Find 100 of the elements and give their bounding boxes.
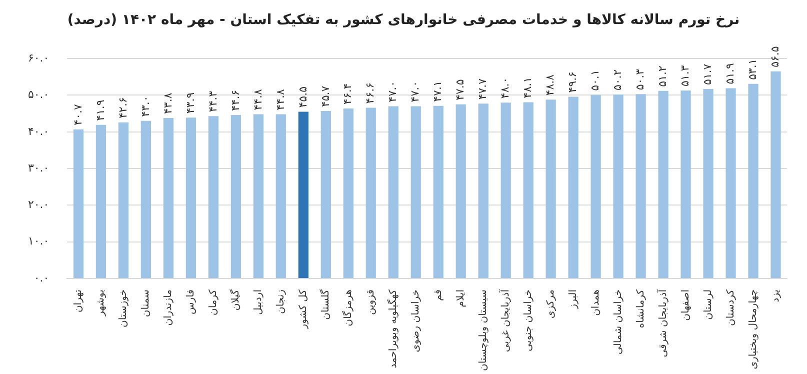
data-label: ۵۱.۳ [678, 65, 692, 86]
x-tick-label: سمنان [140, 289, 152, 318]
data-label: ۴۴.۳ [206, 90, 220, 112]
x-tick-label: اصفهان [680, 289, 692, 321]
bar [320, 111, 331, 278]
y-tick-label: ۳۰.۰ [28, 161, 50, 174]
x-tick-label: مازندران [163, 289, 174, 326]
data-label: ۵۱.۹ [724, 62, 737, 84]
y-tick-label: ۱۰.۰ [28, 234, 50, 248]
data-label: ۴۵.۵ [296, 86, 310, 108]
bar [140, 120, 152, 278]
data-label: ۴۶.۴ [341, 83, 354, 104]
data-label: ۴۸.۱ [521, 76, 534, 98]
data-label: ۴۷.۱ [431, 80, 444, 102]
data-label: ۴۳.۸ [161, 92, 174, 114]
data-label: ۵۱.۷ [701, 64, 714, 86]
y-tick-label: ۶۰.۰ [28, 51, 50, 64]
chart-title: نرخ تورم سالانه کالاها و خدمات مصرفی خانوارهای کشور به تفکیک استان - مهر ماه ۱۴۰۲ (درصد) [66, 11, 741, 30]
bar [636, 94, 646, 278]
x-tick-label: قم [432, 289, 444, 301]
bar [343, 108, 354, 278]
x-tick-label: لرستان [702, 289, 714, 320]
data-label: ۴۲.۶ [116, 97, 130, 118]
bar [523, 102, 534, 278]
y-tick-label: ۲۰.۰ [28, 198, 50, 212]
data-label: ۴۳.۰ [138, 96, 152, 117]
bar [298, 112, 308, 278]
x-tick-label: گلستان [319, 289, 332, 320]
bar [703, 89, 714, 278]
data-label: ۵۳.۱ [746, 58, 760, 80]
data-label: ۴۰.۷ [71, 104, 84, 126]
x-tick-label: ایلام [455, 289, 466, 308]
data-label: ۴۷.۰ [408, 81, 422, 102]
bar [253, 114, 264, 278]
bar [770, 71, 781, 278]
x-tick-label: زنجان [276, 289, 286, 314]
data-label: ۴۶.۶ [364, 82, 377, 104]
bar [658, 90, 668, 278]
data-label: ۴۱.۹ [94, 100, 107, 121]
bar [478, 104, 488, 278]
x-tick-label: کرمان [208, 289, 220, 316]
bar [208, 116, 218, 278]
x-tick-label: همدان [590, 289, 602, 316]
data-label: ۴۸.۰ [498, 77, 512, 99]
x-tick-label: کردستان [725, 289, 736, 326]
bar [118, 122, 129, 278]
x-tick-label: بوشهر [96, 289, 107, 317]
x-tick-label: گیلان [230, 289, 242, 311]
x-tick-label: کل کشور [298, 289, 309, 330]
bar [613, 94, 624, 278]
bar [73, 129, 84, 278]
data-label: ۴۵.۷ [318, 86, 332, 108]
bar [456, 104, 466, 278]
x-tick-label: اردبیل [253, 289, 264, 315]
x-tick-label: کرمانشاه [635, 289, 646, 328]
data-label: ۴۹.۶ [566, 71, 580, 93]
bar [366, 108, 376, 278]
y-tick-label: ۰.۰ [34, 271, 50, 284]
x-tick-label: البرز [568, 289, 579, 310]
x-tick-label: سیستان وبلوچستان [478, 289, 489, 372]
x-tick-label: آذربایجان شرقی [656, 288, 669, 358]
data-label: ۴۴.۸ [274, 88, 287, 110]
x-tick-label: آذربایجان غربی [498, 288, 512, 352]
x-tick-label: یزد [770, 289, 782, 302]
data-label: ۵۱.۲ [656, 66, 670, 87]
bar [590, 94, 601, 278]
data-label: ۴۴.۸ [251, 88, 264, 110]
x-tick-label: مرکزی [545, 289, 556, 318]
x-tick-label: کهگیلویه وبویراحمد [386, 289, 399, 368]
x-tick-label: فارس [186, 289, 197, 314]
x-tick-label: خراسان شمالی [612, 289, 624, 355]
bar [726, 88, 736, 278]
x-tick-label: چهارمحال وبختیاری [748, 289, 759, 370]
bar [546, 100, 556, 278]
data-label: ۵۰.۳ [634, 68, 647, 90]
data-label: ۴۷.۰ [386, 81, 400, 102]
bar [500, 102, 511, 278]
bar [163, 118, 174, 278]
x-tick-label: قزوین [365, 289, 376, 316]
bar [96, 124, 106, 278]
x-tick-label: خوزستان [118, 289, 130, 328]
bar [186, 118, 196, 278]
data-label: ۵۰.۱ [588, 70, 602, 91]
bar [433, 106, 444, 278]
data-label: ۵۶.۵ [768, 46, 782, 68]
bar [388, 106, 398, 278]
data-label: ۵۰.۲ [611, 69, 624, 91]
data-label: ۴۷.۵ [454, 79, 467, 100]
bar [568, 96, 578, 278]
data-label: ۴۸.۸ [544, 74, 557, 96]
y-tick-label: ۵۰.۰ [28, 88, 50, 102]
bar [230, 115, 241, 278]
y-tick-label: ۴۰.۰ [28, 124, 50, 138]
x-tick-label: تهران [73, 289, 84, 313]
bar [276, 114, 286, 278]
x-tick-label: هرمزگان [342, 289, 354, 326]
bar [410, 106, 421, 278]
data-label: ۴۷.۷ [476, 78, 490, 100]
x-tick-label: خراسان رضوی [410, 289, 422, 352]
bar [748, 84, 758, 278]
